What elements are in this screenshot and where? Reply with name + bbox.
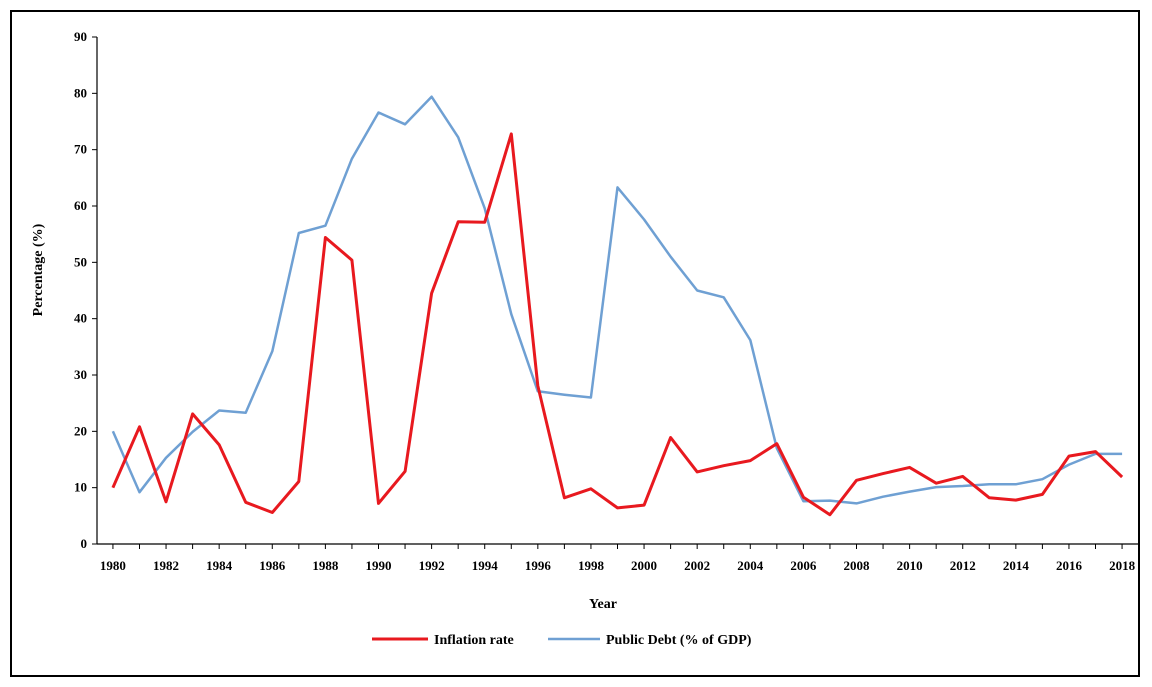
y-tick-label: 0 — [81, 536, 88, 551]
y-tick-label: 80 — [74, 85, 87, 100]
x-tick-label: 2002 — [684, 558, 710, 573]
x-tick-label: 2018 — [1109, 558, 1136, 573]
y-tick-label: 20 — [74, 423, 87, 438]
y-tick-label: 60 — [74, 198, 87, 213]
y-ticks: 0 10 20 30 40 50 60 70 80 90 — [74, 29, 97, 551]
x-axis-title: Year — [589, 597, 617, 612]
x-tick-label: 2016 — [1056, 558, 1083, 573]
y-axis-title: Percentage (%) — [31, 223, 46, 316]
x-tick-label: 2010 — [897, 558, 923, 573]
x-tick-label: 1996 — [525, 558, 552, 573]
series-line-inflation-rate — [111, 132, 1124, 517]
y-tick-label: 30 — [74, 367, 87, 382]
x-tick-label: 2014 — [1003, 558, 1030, 573]
x-tick-label: 2004 — [737, 558, 764, 573]
series-line-public-debt — [111, 95, 1123, 505]
x-tick-label: 2012 — [950, 558, 976, 573]
x-tick-label: 1980 — [100, 558, 126, 573]
x-tick-label: 1986 — [259, 558, 286, 573]
y-tick-label: 50 — [74, 254, 87, 269]
x-tick-label: 2000 — [631, 558, 657, 573]
x-tick-label: 1992 — [419, 558, 445, 573]
axes-layer — [96, 37, 1138, 545]
legend: Inflation rate Public Debt (% of GDP) — [372, 633, 752, 648]
x-tick-label: 1994 — [472, 558, 499, 573]
x-tick-label: 2006 — [790, 558, 817, 573]
x-tick-label: 2008 — [844, 558, 871, 573]
y-tick-label: 40 — [74, 311, 87, 326]
legend-label: Public Debt (% of GDP) — [606, 633, 752, 648]
x-tick-label: 1984 — [206, 558, 233, 573]
x-tick-label: 1988 — [312, 558, 339, 573]
y-tick-label: 90 — [74, 29, 87, 44]
x-tick-label: 1998 — [578, 558, 605, 573]
chart-frame — [10, 10, 1140, 677]
x-ticks: 1980 1982 1984 1986 1988 1990 1992 1994 1996 1998… — [100, 544, 1136, 573]
series-layer — [111, 95, 1124, 517]
y-tick-label: 70 — [74, 142, 87, 157]
legend-label: Inflation rate — [434, 633, 514, 648]
x-tick-label: 1982 — [153, 558, 179, 573]
y-tick-label: 10 — [74, 480, 87, 495]
x-tick-label: 1990 — [365, 558, 391, 573]
